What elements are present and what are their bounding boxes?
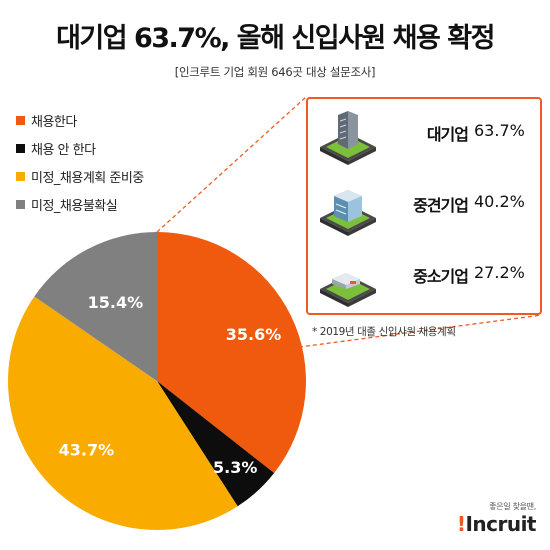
legend-swatch	[16, 171, 25, 181]
company-name: 대기업	[426, 125, 469, 144]
company-row-large: 대기업 63.7%	[308, 105, 540, 165]
legend-item: 미정_채용계획 준비중	[16, 166, 144, 186]
legend-label: 채용한다	[31, 114, 77, 130]
legend-label: 미정_채용계획 준비중	[31, 170, 144, 186]
legend-label: 채용 안 한다	[31, 142, 96, 158]
office-building-icon	[320, 190, 376, 236]
legend-swatch	[16, 199, 25, 209]
company-value: 63.7%	[474, 121, 525, 140]
logo-dot: !	[456, 512, 466, 536]
pie-slice-label: 15.4%	[88, 293, 144, 312]
brand-tagline: 좋은일 찾을땐,	[489, 502, 536, 511]
logo-text: Incruit	[465, 512, 536, 536]
company-value: 40.2%	[474, 192, 525, 211]
legend-swatch	[16, 115, 25, 125]
company-row-small: 중소기업 27.2%	[308, 247, 540, 307]
pie-slice-label: 35.6%	[226, 325, 282, 344]
company-value: 27.2%	[474, 263, 525, 282]
pie-slice	[157, 381, 275, 507]
pie-slice	[7, 296, 238, 531]
brand-wordmark: !Incruit	[456, 512, 537, 536]
legend-label: 미정_채용불확실	[31, 198, 118, 214]
pie-slice	[34, 232, 158, 381]
pie-labels: 35.6% 5.3% 43.7% 15.4%	[59, 293, 282, 477]
legend-item: 채용 안 한다	[16, 138, 144, 158]
company-name: 중견기업	[413, 196, 469, 215]
legend: 채용한다 채용 안 한다 미정_채용계획 준비중 미정_채용불확실	[16, 110, 144, 222]
pie-slice-label: 43.7%	[59, 440, 115, 459]
company-name: 중소기업	[413, 267, 469, 286]
company-size-panel: 대기업 63.7% 중견기업 40.2% 중소기업 27.	[306, 97, 542, 315]
pie-slice	[157, 232, 306, 474]
legend-item: 채용한다	[16, 110, 144, 130]
pie-slice-label: 5.3%	[213, 458, 257, 477]
chart-subtitle: [인크루트 기업 회원 646곳 대상 설문조사]	[174, 65, 376, 79]
chart-title: 대기업 63.7%, 올해 신입사원 채용 확정	[56, 23, 495, 54]
pie-slices	[7, 232, 306, 531]
legend-item: 미정_채용불확실	[16, 194, 144, 214]
legend-swatch	[16, 143, 25, 153]
connector-line-bottom	[291, 314, 543, 349]
brand-logo: 좋은일 찾을땐, !Incruit	[456, 501, 537, 536]
skyscraper-icon	[320, 111, 376, 165]
small-factory-icon	[320, 273, 376, 307]
connector-line-top	[156, 96, 307, 233]
footnote: * 2019년 대졸 신입사원 채용계획	[312, 326, 456, 338]
company-row-mid: 중견기업 40.2%	[308, 176, 540, 236]
